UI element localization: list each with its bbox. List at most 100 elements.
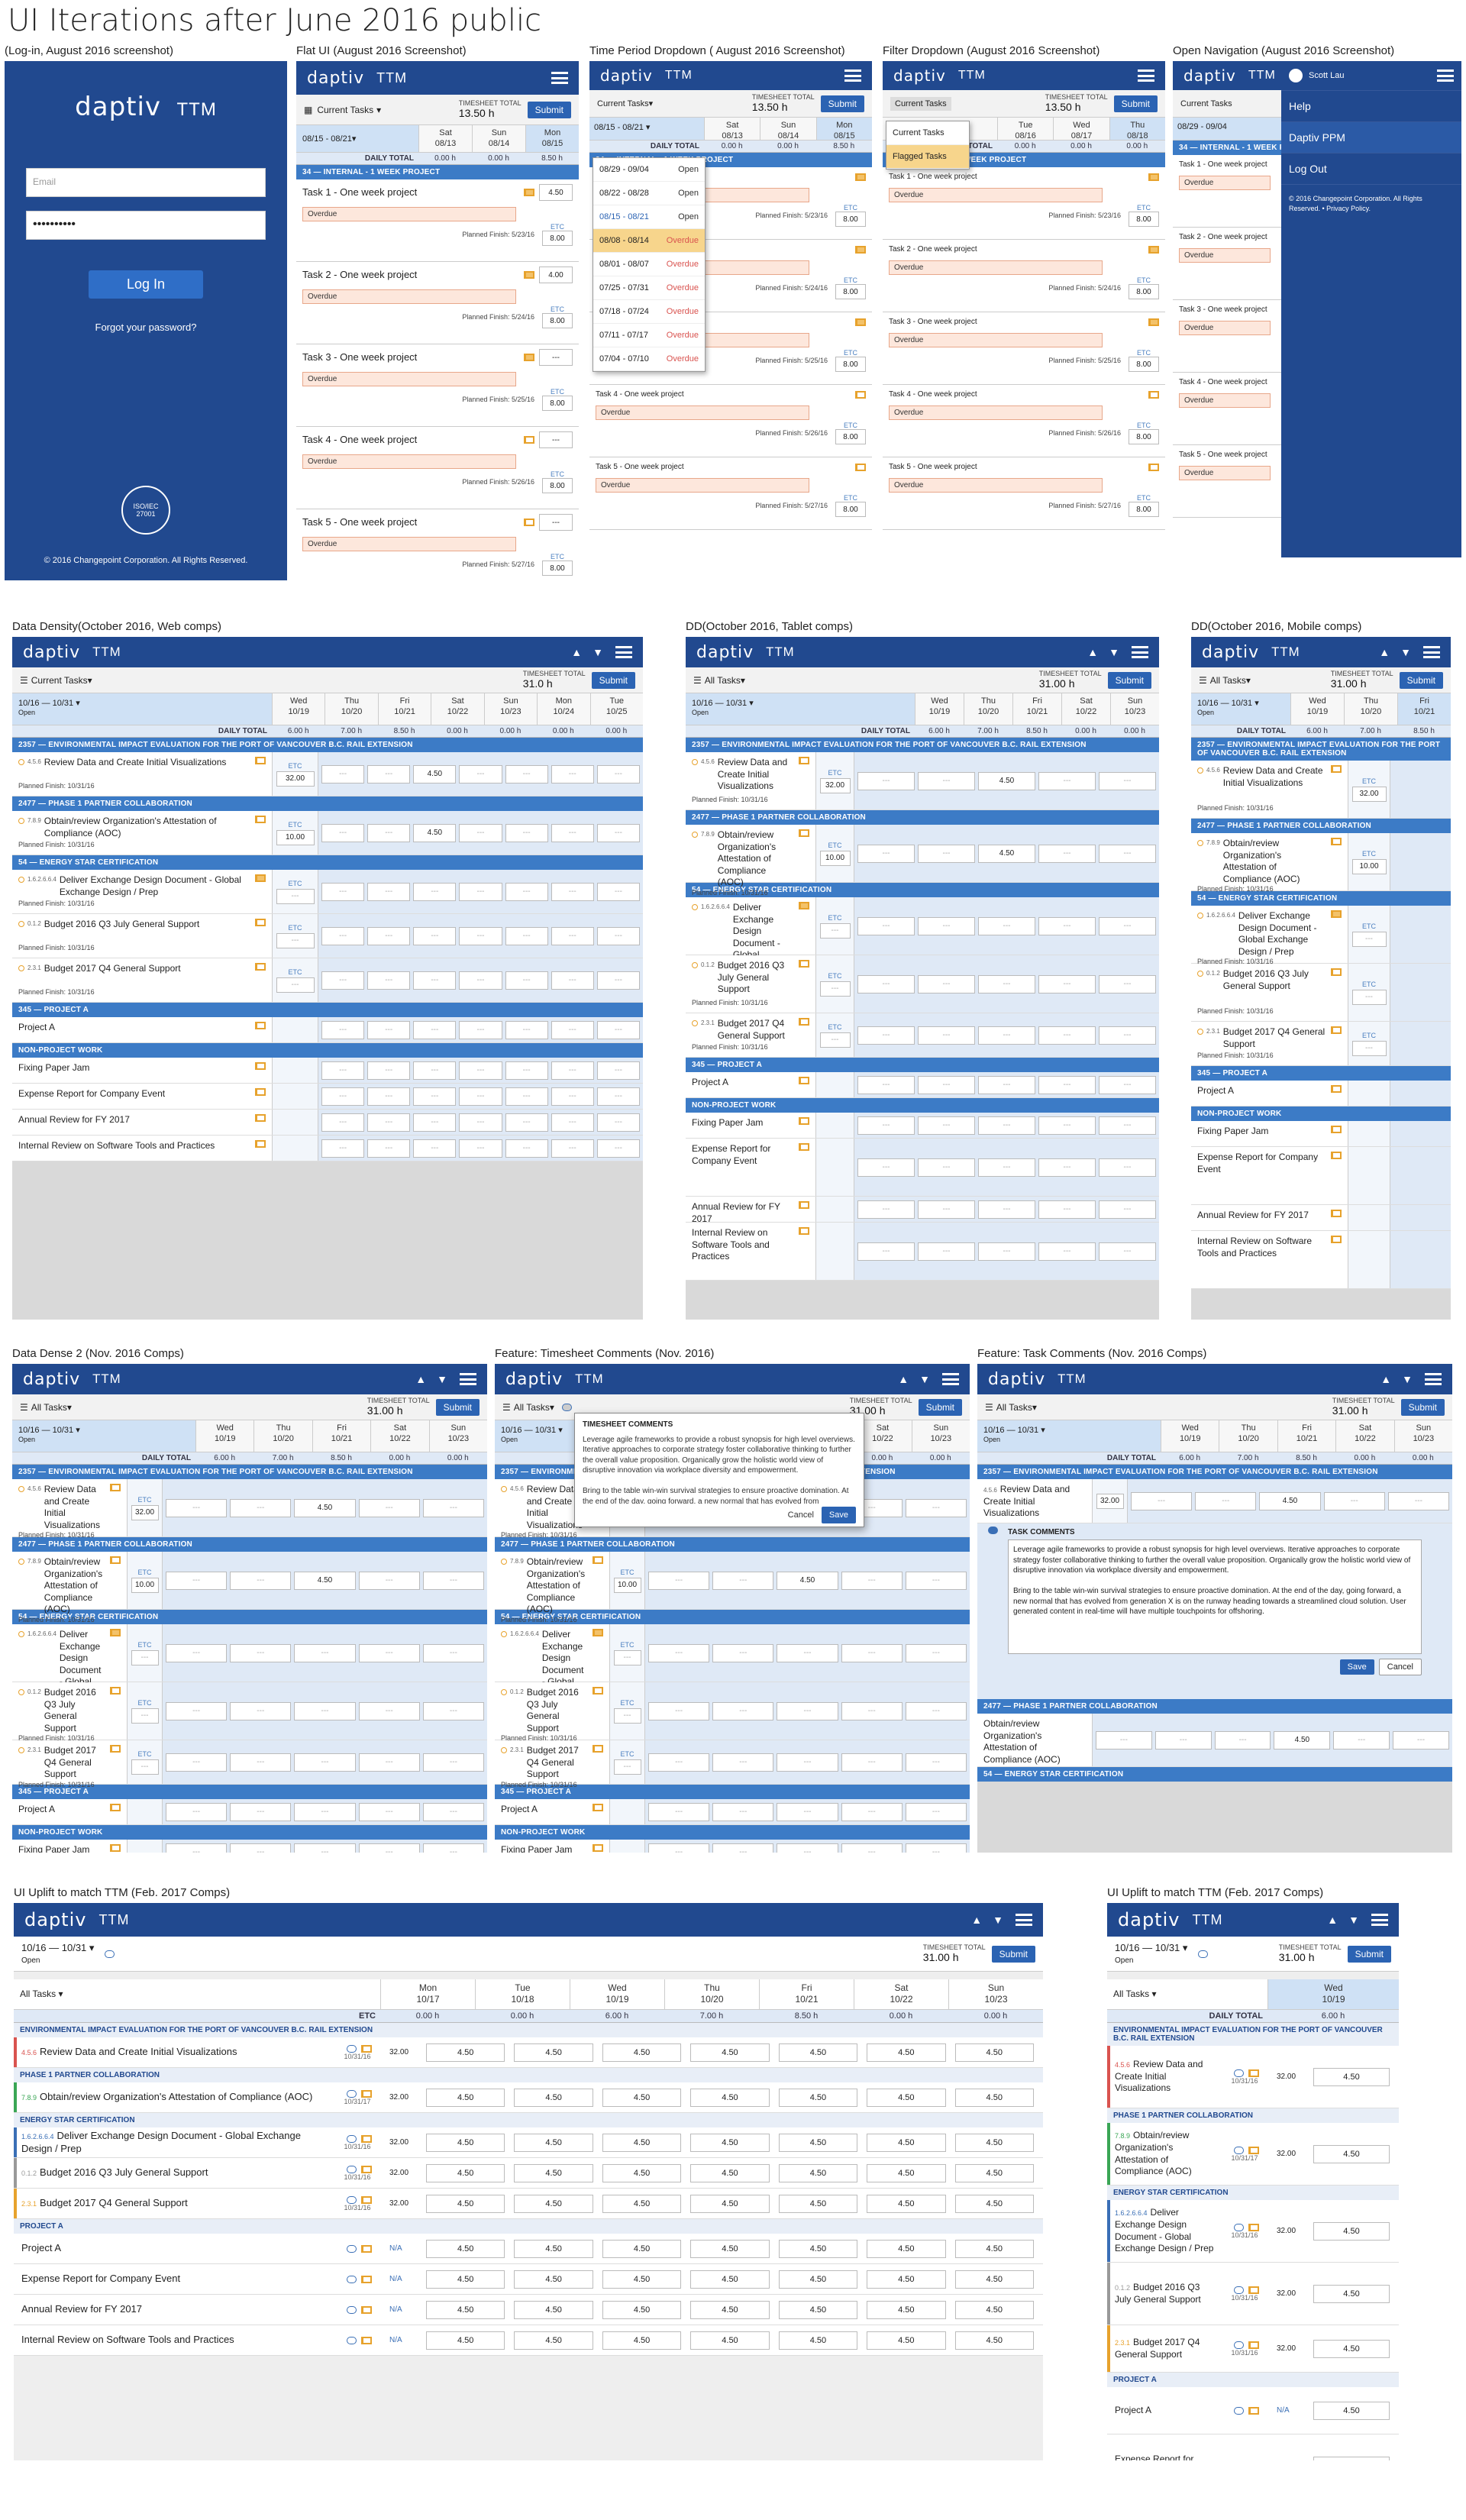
hours-input[interactable]: --- bbox=[551, 971, 594, 990]
hours-input[interactable]: 4.50 bbox=[867, 2331, 946, 2350]
submit-button[interactable]: Submit bbox=[1107, 671, 1151, 689]
thumbs-up-icon[interactable]: ▲ bbox=[571, 646, 583, 658]
hours-input[interactable]: --- bbox=[166, 1498, 228, 1517]
task-name[interactable]: Project A bbox=[18, 1022, 56, 1032]
hours-input[interactable]: --- bbox=[505, 1139, 548, 1158]
etc-input[interactable]: --- bbox=[131, 1759, 159, 1775]
hours-input[interactable]: 4.50 bbox=[954, 2239, 1034, 2258]
day-column[interactable]: Sat 10/22 bbox=[854, 1979, 948, 2009]
hours-input[interactable]: --- bbox=[1099, 771, 1156, 790]
etc-input[interactable]: --- bbox=[613, 1759, 641, 1775]
filter-dropdown[interactable]: Current Tasks bbox=[31, 674, 88, 686]
hours-input[interactable]: --- bbox=[422, 1753, 485, 1772]
hours-input[interactable]: --- bbox=[505, 1087, 548, 1106]
flag-icon[interactable] bbox=[255, 816, 266, 823]
comment-icon[interactable] bbox=[1198, 1950, 1209, 1958]
submit-button[interactable]: Submit bbox=[1399, 671, 1443, 689]
flag-icon[interactable] bbox=[1148, 318, 1159, 326]
day-column[interactable]: Sun 10/23 bbox=[911, 1420, 970, 1452]
flag-icon[interactable] bbox=[360, 2336, 372, 2344]
flag-icon[interactable] bbox=[524, 354, 534, 361]
day-column[interactable]: Sat 10/22 bbox=[370, 1420, 428, 1452]
hours-input[interactable]: --- bbox=[505, 764, 548, 783]
flag-icon[interactable] bbox=[855, 245, 866, 254]
hours-input[interactable]: --- bbox=[1387, 1491, 1450, 1510]
hours-input[interactable]: 4.50 bbox=[867, 2300, 946, 2319]
day-column[interactable]: Sun 10/23 bbox=[428, 1420, 487, 1452]
task-name[interactable]: Task 1 - One week project bbox=[889, 173, 977, 181]
task-name[interactable]: Task 3 - One week project bbox=[1179, 305, 1267, 314]
task-name[interactable]: Budget 2017 Q4 General Support bbox=[1115, 2336, 1200, 2360]
etc-input[interactable]: 8.00 bbox=[542, 561, 573, 576]
hours-input[interactable]: --- bbox=[596, 823, 640, 842]
flag-icon[interactable] bbox=[1248, 2341, 1259, 2349]
hours-input[interactable]: --- bbox=[459, 764, 502, 783]
hours-input[interactable]: --- bbox=[648, 1643, 710, 1662]
task-name[interactable]: Annual Review for FY 2017 bbox=[1197, 1210, 1309, 1220]
hours-input[interactable]: --- bbox=[905, 1802, 967, 1821]
hours-input[interactable]: 4.50 bbox=[954, 2088, 1034, 2107]
hours-input[interactable]: 4.50 bbox=[413, 823, 457, 842]
hours-input[interactable]: --- bbox=[294, 1753, 356, 1772]
etc-input[interactable]: 10.00 bbox=[613, 1577, 641, 1593]
hours-input[interactable]: --- bbox=[918, 844, 975, 863]
flag-icon[interactable] bbox=[1248, 2146, 1259, 2154]
task-name[interactable]: Annual Review for FY 2017 bbox=[21, 2303, 143, 2315]
etc-input[interactable]: 8.00 bbox=[835, 429, 866, 444]
hours-input[interactable]: --- bbox=[367, 1061, 411, 1080]
flag-icon[interactable] bbox=[360, 2275, 372, 2283]
filter-dropdown[interactable]: All Tasks bbox=[31, 1401, 67, 1413]
hours-input[interactable]: --- bbox=[358, 1701, 420, 1720]
flag-icon[interactable] bbox=[255, 1114, 266, 1122]
hours-input[interactable]: --- bbox=[422, 1643, 485, 1662]
hours-input[interactable]: --- bbox=[367, 926, 411, 945]
hours-input[interactable]: --- bbox=[321, 1087, 365, 1106]
task-name[interactable]: Budget 2017 Q4 General Support bbox=[717, 1018, 785, 1041]
period-selector[interactable]: 10/16 — 10/31 ▾ Open bbox=[12, 1420, 195, 1452]
hours-input[interactable]: --- bbox=[358, 1753, 420, 1772]
hours-input[interactable]: --- bbox=[905, 1571, 967, 1590]
hours-input[interactable]: 4.50 bbox=[867, 2194, 946, 2213]
task-name[interactable]: Review Data and Create Initial Visualiza… bbox=[40, 2046, 237, 2058]
comment-textarea[interactable]: Leverage agile frameworks to provide a r… bbox=[1008, 1539, 1422, 1654]
period-selector[interactable]: 10/16 — 10/31 ▾ Open bbox=[21, 1942, 94, 1966]
hours-input[interactable]: --- bbox=[857, 1158, 915, 1177]
etc-input[interactable]: 10.00 bbox=[819, 850, 851, 866]
hours-input[interactable]: --- bbox=[551, 823, 594, 842]
hours-input[interactable]: --- bbox=[230, 1753, 292, 1772]
hours-input[interactable]: --- bbox=[422, 1701, 485, 1720]
task-name[interactable]: Fixing Paper Jam bbox=[18, 1844, 90, 1853]
thumbs-down-icon[interactable]: ▼ bbox=[919, 1373, 930, 1385]
etc-input[interactable]: 8.00 bbox=[542, 396, 573, 411]
hours-input[interactable]: --- bbox=[551, 926, 594, 945]
hamburger-menu-icon[interactable] bbox=[1423, 646, 1440, 658]
hours-input[interactable]: --- bbox=[918, 974, 975, 993]
hours-input[interactable]: 4.50 bbox=[514, 2088, 593, 2107]
hours-input[interactable]: --- bbox=[1038, 844, 1096, 863]
hours-input[interactable]: --- bbox=[1099, 1158, 1156, 1177]
flag-icon[interactable] bbox=[1148, 390, 1159, 399]
flag-icon[interactable] bbox=[255, 919, 266, 926]
hours-input[interactable]: --- bbox=[358, 1643, 420, 1662]
hours-input[interactable]: 4.50 bbox=[778, 2270, 858, 2289]
flag-icon[interactable] bbox=[360, 2244, 372, 2253]
hours-input[interactable]: 4.50 bbox=[867, 2270, 946, 2289]
task-name[interactable]: Review Data and Create Initial Visualiza… bbox=[717, 757, 788, 792]
hours-input[interactable]: --- bbox=[539, 349, 573, 366]
hours-input[interactable]: --- bbox=[918, 1026, 975, 1045]
task-name[interactable]: Budget 2016 Q3 July General Support bbox=[1222, 968, 1309, 991]
etc-input[interactable]: --- bbox=[613, 1649, 641, 1665]
hours-input[interactable]: --- bbox=[978, 1242, 1035, 1261]
hours-input[interactable]: --- bbox=[166, 1753, 228, 1772]
hours-input[interactable]: 4.50 bbox=[426, 2043, 505, 2062]
comment-icon[interactable] bbox=[346, 2336, 357, 2344]
hours-input[interactable]: --- bbox=[1096, 1730, 1152, 1749]
hours-input[interactable]: --- bbox=[1099, 1200, 1156, 1219]
hours-input[interactable]: --- bbox=[459, 1087, 502, 1106]
save-button[interactable]: Save bbox=[821, 1506, 856, 1524]
etc-input[interactable]: --- bbox=[131, 1649, 159, 1665]
